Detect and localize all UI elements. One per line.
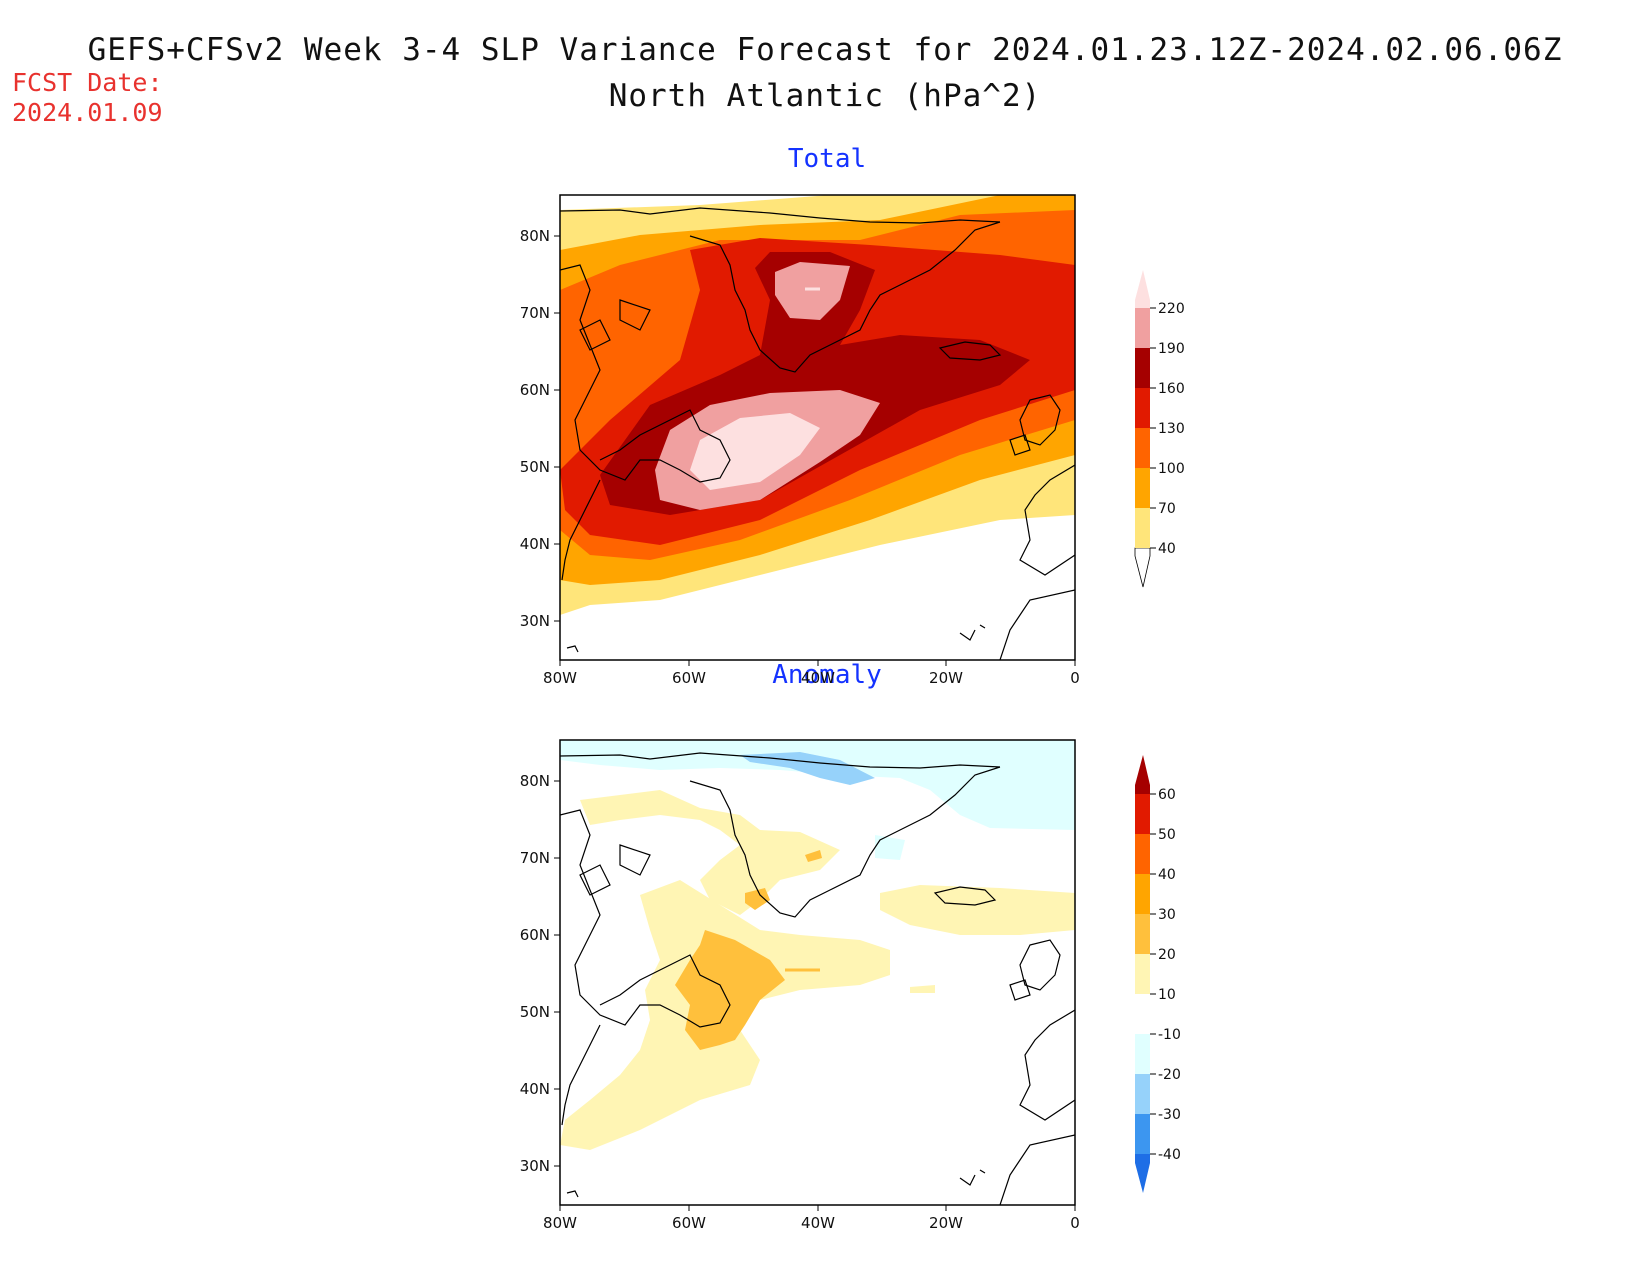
total-cb-swatch-130-160 bbox=[1135, 388, 1150, 428]
anomaly-xtick-60w: 60W bbox=[672, 1214, 706, 1232]
anomaly-shading bbox=[560, 740, 1075, 1205]
total-contour-220 bbox=[690, 413, 820, 490]
anomaly-cb-swatch-10-20 bbox=[1135, 954, 1150, 994]
total-cb-label-130: 130 bbox=[1158, 421, 1185, 437]
anomaly-cb-label-neg40: -40 bbox=[1158, 1147, 1181, 1163]
anomaly-cb-swatch-neg40-neg30 bbox=[1135, 1114, 1150, 1154]
anomaly-colorbar-high-end bbox=[1135, 755, 1150, 794]
anomaly-contour-neg10-b bbox=[875, 835, 905, 860]
total-cb-label-40: 40 bbox=[1158, 541, 1176, 557]
total-xtick-60w: 60W bbox=[672, 669, 706, 687]
sub-title: North Atlantic (hPa^2) bbox=[608, 78, 1042, 114]
anomaly-ytick-40n: 40N bbox=[520, 1080, 550, 1098]
total-xtick-0: 0 bbox=[1070, 669, 1080, 687]
panel-title-anomaly: Anomaly bbox=[772, 660, 882, 690]
total-cb-label-220: 220 bbox=[1158, 301, 1185, 317]
anomaly-contour-neg20 bbox=[740, 752, 875, 785]
anomaly-x-ticks bbox=[554, 780, 1076, 1211]
anomaly-contour-20-c bbox=[805, 850, 822, 862]
anomaly-cb-label-30: 30 bbox=[1158, 907, 1176, 923]
total-cb-label-160: 160 bbox=[1158, 381, 1185, 397]
total-map: 80W 60W 40W 20W 0 80N 70N 60N 50N 40N 30… bbox=[520, 194, 1080, 687]
total-ytick-30n: 30N bbox=[520, 612, 550, 630]
anomaly-ytick-80n: 80N bbox=[520, 772, 550, 790]
anomaly-contour-neg10 bbox=[560, 740, 1075, 830]
anomaly-ytick-30n: 30N bbox=[520, 1157, 550, 1175]
anomaly-contour-10-blob bbox=[910, 985, 935, 993]
total-cb-label-100: 100 bbox=[1158, 461, 1185, 477]
fcst-date-label: FCST Date: bbox=[12, 68, 163, 97]
anomaly-xtick-40w: 40W bbox=[801, 1214, 835, 1232]
anomaly-colorbar-low-end bbox=[1135, 1154, 1150, 1193]
total-colorbar: 40 70 100 130 160 190 220 bbox=[1134, 270, 1185, 588]
anomaly-cb-label-neg20: -20 bbox=[1158, 1067, 1181, 1083]
total-cb-swatch-100-130 bbox=[1135, 428, 1150, 468]
total-ytick-80n: 80N bbox=[520, 227, 550, 245]
anomaly-cb-label-40: 40 bbox=[1158, 867, 1176, 883]
total-shading bbox=[560, 195, 1075, 660]
anomaly-contour-10 bbox=[580, 790, 840, 915]
total-contour-190-north bbox=[775, 262, 850, 320]
total-ytick-50n: 50N bbox=[520, 458, 550, 476]
anomaly-xtick-80w: 80W bbox=[543, 1214, 577, 1232]
main-title: GEFS+CFSv2 Week 3-4 SLP Variance Forecas… bbox=[87, 32, 1563, 68]
anomaly-cb-swatch-40-50 bbox=[1135, 834, 1150, 874]
total-colorbar-low-end bbox=[1134, 547, 1151, 588]
anomaly-cb-label-10: 10 bbox=[1158, 987, 1176, 1003]
total-cb-swatch-190-220 bbox=[1135, 308, 1150, 348]
total-colorbar-high-end bbox=[1135, 270, 1150, 308]
anomaly-cb-label-50: 50 bbox=[1158, 827, 1176, 843]
total-cb-label-70: 70 bbox=[1158, 501, 1176, 517]
total-ytick-70n: 70N bbox=[520, 304, 550, 322]
anomaly-ytick-70n: 70N bbox=[520, 849, 550, 867]
total-cb-swatch-40-70 bbox=[1135, 508, 1150, 548]
anomaly-contour-20-b bbox=[745, 888, 770, 910]
anomaly-contour-10-east bbox=[880, 885, 1075, 935]
total-cb-swatch-70-100 bbox=[1135, 468, 1150, 508]
total-x-ticks bbox=[554, 235, 1076, 666]
anomaly-cb-swatch-30-40 bbox=[1135, 874, 1150, 914]
fcst-date-value: 2024.01.09 bbox=[12, 98, 163, 127]
anomaly-cb-label-neg30: -30 bbox=[1158, 1107, 1181, 1123]
total-ytick-40n: 40N bbox=[520, 535, 550, 553]
anomaly-xtick-20w: 20W bbox=[929, 1214, 963, 1232]
anomaly-cb-label-60: 60 bbox=[1158, 787, 1176, 803]
anomaly-cb-label-neg10: -10 bbox=[1158, 1027, 1181, 1043]
anomaly-cb-swatch-50-60 bbox=[1135, 794, 1150, 834]
total-cb-swatch-160-190 bbox=[1135, 348, 1150, 388]
anomaly-coastlines bbox=[560, 752, 1075, 1205]
total-coastlines bbox=[560, 207, 1075, 660]
total-xtick-40w: 40W bbox=[801, 669, 835, 687]
panel-title-total: Total bbox=[787, 144, 867, 174]
total-ytick-60n: 60N bbox=[520, 381, 550, 399]
anomaly-cb-label-20: 20 bbox=[1158, 947, 1176, 963]
anomaly-colorbar: 60 50 40 30 20 10 -10 -20 -30 -40 bbox=[1135, 755, 1181, 1193]
anomaly-map: 80W 60W 40W 20W 0 80N 70N 60N 50N 40N 30… bbox=[520, 739, 1080, 1232]
total-xtick-80w: 80W bbox=[543, 669, 577, 687]
anomaly-ytick-60n: 60N bbox=[520, 926, 550, 944]
anomaly-cb-swatch-neg20-neg10 bbox=[1135, 1034, 1150, 1074]
anomaly-ytick-50n: 50N bbox=[520, 1003, 550, 1021]
anomaly-xtick-0: 0 bbox=[1070, 1214, 1080, 1232]
total-cb-label-190: 190 bbox=[1158, 341, 1185, 357]
total-xtick-20w: 20W bbox=[929, 669, 963, 687]
anomaly-cb-swatch-neg10-10 bbox=[1135, 994, 1150, 1034]
anomaly-cb-swatch-20-30 bbox=[1135, 914, 1150, 954]
anomaly-contour-20 bbox=[675, 930, 785, 1050]
anomaly-cb-swatch-neg30-neg20 bbox=[1135, 1074, 1150, 1114]
